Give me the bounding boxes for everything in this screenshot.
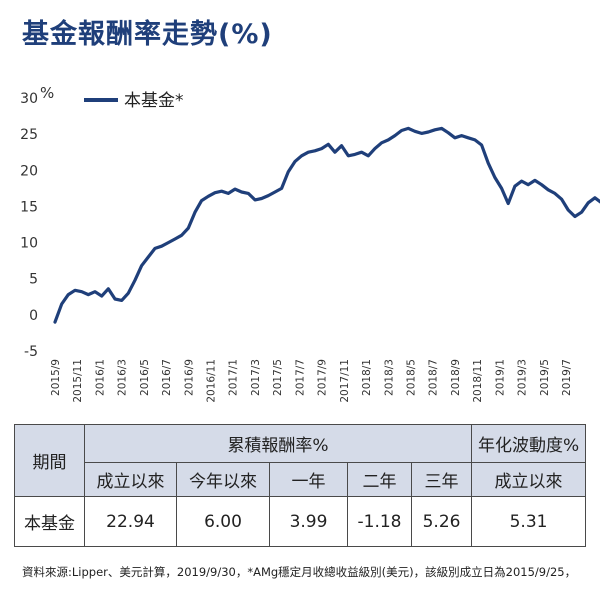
volatility-header: 年化波動度% — [471, 424, 587, 463]
x-tick-label: 2016/1 — [94, 359, 106, 396]
x-tick-label: 2018/7 — [428, 359, 440, 396]
x-tick-label: 2017/11 — [339, 359, 351, 403]
x-tick-label: 2019/7 — [561, 359, 573, 396]
series-line-fund — [53, 126, 600, 324]
x-tick-label: 2018/1 — [361, 359, 373, 396]
page-title: 基金報酬率走勢(%) — [22, 19, 273, 50]
row-label-fund: 本基金 — [14, 496, 85, 547]
footnote: 資料來源:Lipper、美元計算，2019/9/30，*AMg穩定月收總收益級別… — [22, 565, 577, 579]
y-tick-label: 15 — [20, 199, 38, 215]
period-header: 期間 — [14, 424, 85, 497]
y-tick-label: 25 — [20, 127, 38, 143]
x-tick-label: 2016/3 — [117, 359, 129, 396]
line-chart: 30 25 20 15 10 5 0 -5 2015/9 2015/11 2016/1 2016/3… — [20, 84, 600, 403]
value-volatility: 5.31 — [471, 496, 587, 547]
value-since-inception: 22.94 — [84, 496, 177, 547]
value-ytd: 6.00 — [176, 496, 270, 547]
x-tick-label: 2017/5 — [272, 359, 284, 396]
x-tick-label: 2017/7 — [294, 359, 306, 396]
x-tick-label: 2018/11 — [472, 359, 484, 403]
x-tick-label: 2016/5 — [139, 359, 151, 396]
subheader-ytd: 今年以來 — [176, 462, 270, 497]
subheader-2y: 二年 — [347, 462, 412, 497]
subheader-1y: 一年 — [269, 462, 348, 497]
x-tick-label: 2018/9 — [450, 359, 462, 396]
y-tick-label: 10 — [20, 236, 38, 252]
x-tick-label: 2018/5 — [405, 359, 417, 396]
subheader-vol-since-inception: 成立以來 — [471, 462, 587, 497]
subheader-3y: 三年 — [410, 462, 473, 497]
x-tick-label: 2019/3 — [517, 359, 529, 396]
x-tick-label: 2019/1 — [494, 359, 506, 396]
y-tick-label: 20 — [20, 163, 38, 179]
y-axis-unit: % — [40, 84, 54, 102]
x-tick-label: 2017/3 — [250, 359, 262, 396]
cumulative-return-header: 累積報酬率% — [83, 424, 473, 463]
x-tick-label: 2018/3 — [383, 359, 395, 396]
x-tick-label: 2016/7 — [161, 359, 173, 396]
value-3y: 5.26 — [410, 496, 473, 547]
x-tick-label: 2016/11 — [206, 359, 218, 403]
x-tick-label: 2017/9 — [317, 359, 329, 396]
x-tick-label: 2016/9 — [183, 359, 195, 396]
x-tick-label: 2015/9 — [50, 359, 62, 396]
y-tick-label: 30 — [20, 91, 38, 107]
y-tick-label: 0 — [29, 308, 38, 324]
y-tick-label: -5 — [24, 344, 38, 360]
y-tick-label: 5 — [29, 272, 38, 288]
returns-table: 期間 累積報酬率% 年化波動度% 成立以來 今年以來 一年 二年 三年 成立以來… — [14, 424, 587, 547]
x-tick-label: 2017/1 — [228, 359, 240, 396]
x-tick-label: 2015/11 — [72, 359, 84, 403]
x-tick-label: 2019/5 — [539, 359, 551, 396]
value-1y: 3.99 — [269, 496, 348, 547]
value-2y: -1.18 — [347, 496, 412, 547]
legend-label: 本基金* — [124, 91, 184, 111]
subheader-since-inception: 成立以來 — [84, 462, 177, 497]
